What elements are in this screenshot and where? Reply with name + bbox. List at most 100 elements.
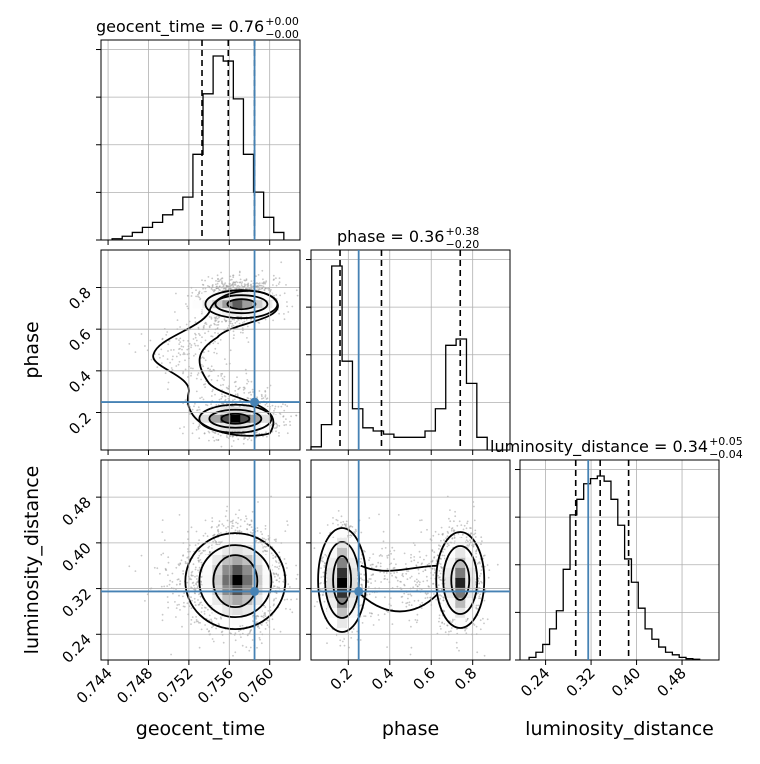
sample-point <box>231 522 234 525</box>
sample-point <box>216 526 218 528</box>
sample-point <box>192 563 195 566</box>
sample-point <box>176 604 179 606</box>
sample-point <box>274 405 277 408</box>
sample-point <box>203 357 205 360</box>
sample-point <box>208 439 210 442</box>
sample-point <box>190 372 193 375</box>
sample-point <box>227 525 230 528</box>
sample-point <box>239 525 242 528</box>
sample-point <box>219 279 222 281</box>
sample-point <box>208 614 211 617</box>
sample-point <box>197 580 199 583</box>
sample-point <box>218 520 221 523</box>
sample-point <box>237 318 239 321</box>
sample-point <box>197 557 199 560</box>
sample-point <box>220 397 223 400</box>
sample-point <box>238 509 241 511</box>
sample-point <box>256 621 258 623</box>
sample-point <box>255 275 257 278</box>
sample-point <box>192 367 194 370</box>
sample-point <box>243 387 246 390</box>
sample-point <box>231 318 234 321</box>
sample-point <box>160 362 163 364</box>
sample-point <box>160 585 163 588</box>
sample-point <box>177 363 180 366</box>
sample-point <box>247 341 250 343</box>
sample-point <box>198 549 201 552</box>
sample-point <box>179 337 182 340</box>
sample-point <box>194 402 196 405</box>
sample-point <box>153 566 156 569</box>
sample-point <box>190 619 193 621</box>
sample-point <box>225 320 227 322</box>
sample-point <box>278 551 281 554</box>
sample-point <box>207 367 210 370</box>
sample-point <box>215 352 218 355</box>
sample-point <box>214 432 217 434</box>
sample-point <box>286 524 289 526</box>
sample-point <box>204 321 207 324</box>
sample-point <box>172 349 175 351</box>
sample-point <box>199 559 202 561</box>
sample-point <box>182 372 184 375</box>
sample-point <box>239 278 242 281</box>
sample-point <box>246 287 249 290</box>
sample-point <box>231 405 234 408</box>
sample-point <box>203 351 205 354</box>
sample-point <box>211 526 213 528</box>
sample-point <box>257 501 259 503</box>
sample-point <box>221 283 224 285</box>
sample-point <box>190 346 193 349</box>
sample-point <box>218 280 221 283</box>
sample-point <box>217 439 220 442</box>
sample-point <box>261 537 264 539</box>
sample-point <box>240 530 243 533</box>
sample-point <box>263 545 266 548</box>
sample-point <box>283 318 286 321</box>
sample-point <box>246 438 249 441</box>
sample-point <box>195 428 198 431</box>
sample-point <box>186 581 189 584</box>
sample-point <box>198 424 201 427</box>
sample-point <box>262 550 265 553</box>
sample-point <box>199 334 201 337</box>
sample-point <box>257 282 260 285</box>
sample-point <box>246 523 249 526</box>
sample-point <box>195 295 198 298</box>
sample-point <box>206 535 209 538</box>
sample-point <box>264 615 267 618</box>
sample-point <box>218 398 221 401</box>
sample-point <box>246 379 249 381</box>
sample-point <box>171 572 174 575</box>
sample-point <box>200 364 203 366</box>
sample-point <box>263 612 266 615</box>
sample-point <box>250 283 252 286</box>
sample-point <box>216 324 218 326</box>
sample-point <box>178 343 181 345</box>
sample-point <box>190 571 193 574</box>
sample-point <box>266 287 268 290</box>
sample-point <box>214 347 217 350</box>
sample-point <box>211 520 214 523</box>
sample-point <box>198 296 201 299</box>
sample-point <box>212 389 214 391</box>
sample-point <box>242 386 245 389</box>
sample-point <box>184 368 187 371</box>
sample-point <box>245 646 248 648</box>
sample-point <box>278 565 281 568</box>
sample-point <box>258 390 261 392</box>
sample-point <box>210 335 213 338</box>
sample-point <box>211 638 214 640</box>
sample-point <box>216 327 219 329</box>
sample-point <box>241 644 244 647</box>
sample-point <box>159 572 161 575</box>
sample-point <box>251 388 254 391</box>
sample-point <box>284 403 287 406</box>
sample-point <box>237 517 240 519</box>
sample-point <box>286 520 288 523</box>
sample-point <box>186 348 189 351</box>
sample-point <box>195 620 198 623</box>
sample-point <box>215 404 218 406</box>
sample-point <box>285 607 287 610</box>
sample-point <box>193 342 196 345</box>
